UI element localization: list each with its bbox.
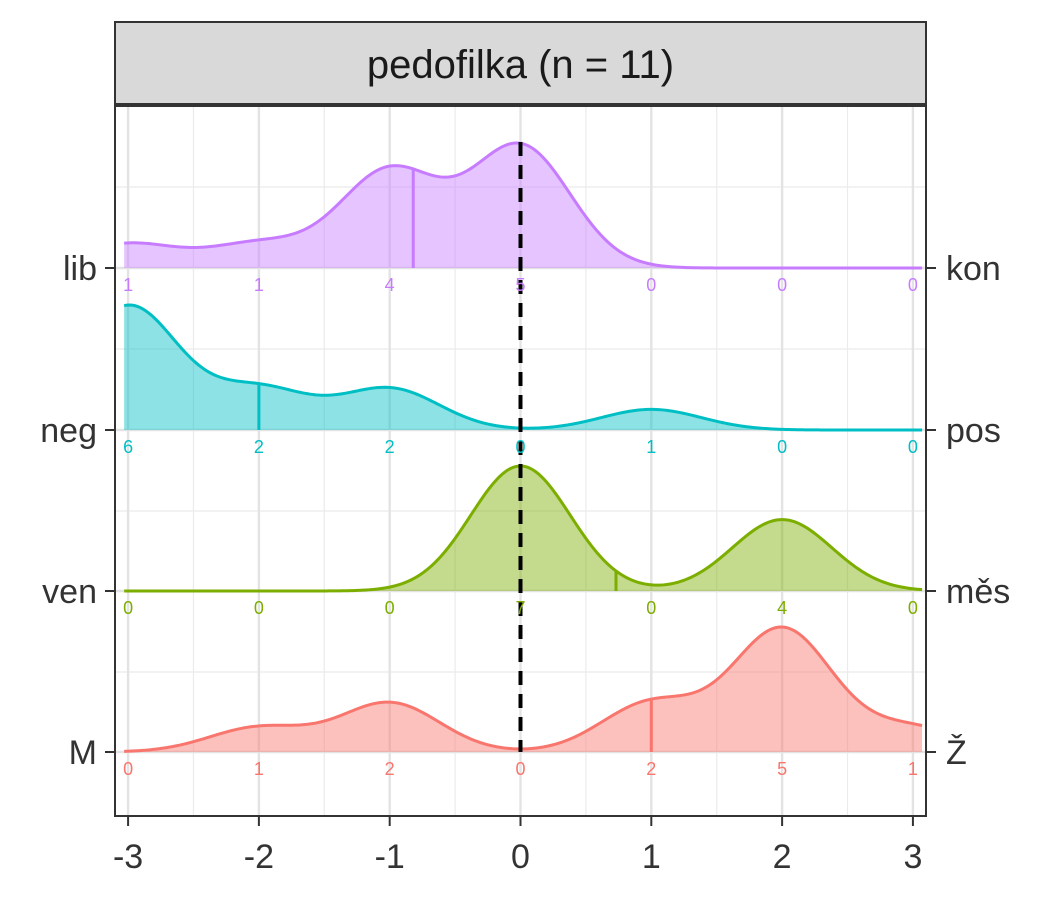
y-label-left: neg — [40, 412, 97, 450]
count-label: 1 — [254, 759, 264, 779]
count-label: 1 — [908, 759, 918, 779]
axis-layer: -3 -2 -1 0 1 2 3 lib kon neg pos ven měs M Ž — [40, 250, 1010, 876]
count-label: 5 — [515, 275, 525, 295]
x-tick-label: -3 — [113, 838, 143, 876]
frame-layer: pedofilka (n = 11) — [114, 21, 927, 817]
count-label: 0 — [385, 598, 395, 618]
count-label: 0 — [515, 437, 525, 457]
count-label: 7 — [515, 598, 525, 618]
y-label-right: kon — [946, 250, 1001, 288]
count-label: 0 — [646, 275, 656, 295]
count-label: 0 — [123, 598, 133, 618]
count-label: 1 — [123, 275, 133, 295]
count-label: 5 — [777, 759, 787, 779]
count-label: 2 — [385, 759, 395, 779]
x-tick-label: 0 — [511, 838, 530, 876]
count-label: 4 — [385, 275, 395, 295]
ridge-line — [124, 141, 923, 270]
ridge-area — [124, 466, 923, 591]
ridge-line — [124, 625, 923, 753]
count-label: 1 — [254, 275, 264, 295]
ridge-layer — [123, 141, 923, 753]
ridge-M-Ž — [124, 625, 923, 753]
ridge-area — [124, 143, 923, 268]
x-tick-label: 1 — [642, 838, 661, 876]
count-label: 1 — [646, 437, 656, 457]
count-label: 0 — [123, 759, 133, 779]
count-label: 0 — [908, 437, 918, 457]
count-label: 0 — [254, 598, 264, 618]
facet-strip: pedofilka (n = 11) — [114, 21, 927, 105]
y-label-left: lib — [63, 250, 97, 288]
x-tick-label: -2 — [244, 838, 274, 876]
count-label: 0 — [515, 759, 525, 779]
ridge-line — [124, 464, 923, 593]
count-label: 0 — [777, 275, 787, 295]
ridge-neg-pos — [123, 303, 923, 432]
count-label: 0 — [908, 598, 918, 618]
ridge-ven-měs — [124, 464, 923, 593]
x-tick-label: 3 — [903, 838, 922, 876]
y-label-right: pos — [946, 412, 1001, 450]
count-label: 0 — [777, 437, 787, 457]
count-label: 2 — [254, 437, 264, 457]
facet-title: pedofilka (n = 11) — [367, 43, 674, 87]
count-label: 6 — [123, 437, 133, 457]
label-layer: 1 1 4 5 0 0 0 6 2 2 0 1 0 0 0 0 0 7 0 4 0 0 1 2 0 2 5 1 — [123, 275, 918, 779]
count-label: 0 — [646, 598, 656, 618]
y-label-right: Ž — [946, 734, 967, 772]
y-label-right: měs — [946, 573, 1010, 611]
x-tick-label: -1 — [375, 838, 405, 876]
ridge-area — [124, 627, 923, 752]
y-label-left: M — [69, 734, 97, 772]
count-label: 2 — [646, 759, 656, 779]
y-label-left: ven — [42, 573, 97, 611]
x-tick-label: 2 — [773, 838, 792, 876]
ridge-area — [124, 305, 923, 430]
ridge-lib-kon — [124, 141, 923, 270]
count-label: 2 — [385, 437, 395, 457]
count-label: 4 — [777, 598, 787, 618]
ridge-line — [123, 303, 923, 432]
facet-strip-background — [114, 21, 927, 105]
count-label: 0 — [908, 275, 918, 295]
